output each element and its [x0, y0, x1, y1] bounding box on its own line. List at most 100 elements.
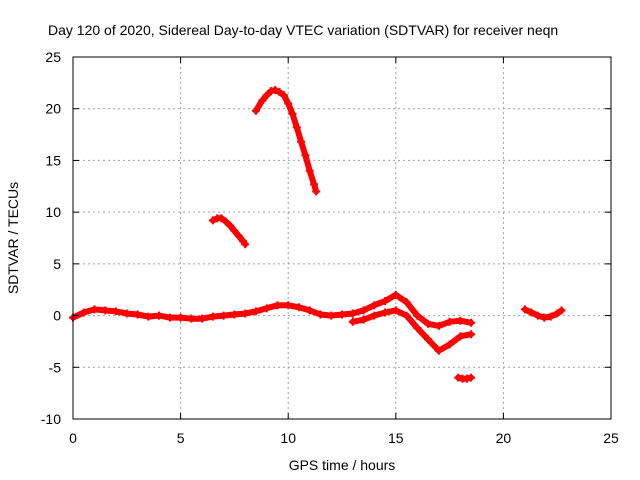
data-point [208, 312, 217, 321]
data-point [413, 323, 422, 332]
data-point [198, 314, 207, 323]
data-point [294, 303, 303, 312]
x-tick-label: 15 [388, 430, 404, 446]
data-point [187, 314, 196, 323]
data-point [348, 317, 357, 326]
y-tick-label: 10 [45, 204, 61, 220]
data-point [467, 318, 476, 327]
data-point [445, 340, 454, 349]
y-tick-label: -5 [49, 359, 62, 375]
data-point [445, 317, 454, 326]
data-point [467, 373, 476, 382]
grid-lines [73, 57, 611, 419]
data-point [520, 305, 529, 314]
data-point [292, 123, 301, 132]
data-point [297, 137, 306, 146]
data-point [101, 306, 110, 315]
data-point [327, 311, 336, 320]
data-point [79, 308, 88, 317]
data-point [456, 316, 465, 325]
data-point [370, 311, 379, 320]
chart-title: Day 120 of 2020, Sidereal Day-to-day VTE… [48, 22, 558, 38]
y-tick-label: 25 [45, 49, 61, 65]
y-tick-label: 0 [53, 308, 61, 324]
x-tick-label: 10 [280, 430, 296, 446]
data-point [546, 312, 555, 321]
data-point [221, 217, 230, 226]
data-point [266, 87, 275, 96]
data-point [533, 311, 542, 320]
data-point [456, 332, 465, 341]
x-tick-label: 20 [496, 430, 512, 446]
y-tick-label: 15 [45, 152, 61, 168]
data-point [251, 106, 260, 115]
data-point [359, 315, 368, 324]
data-point [338, 310, 346, 319]
data-point [230, 310, 239, 319]
data-point [208, 216, 217, 225]
data-point [462, 374, 471, 383]
data-point [557, 306, 566, 315]
data-point [219, 311, 228, 320]
data-point [271, 86, 280, 95]
data-point [316, 310, 325, 319]
data-point [284, 301, 293, 310]
data-point [279, 91, 288, 100]
data-point [553, 309, 562, 318]
data-point [122, 309, 131, 318]
data-point [391, 306, 400, 315]
data-point [434, 321, 443, 330]
data-point [273, 301, 282, 310]
data-point [234, 231, 243, 240]
data-point [359, 306, 368, 315]
data-point [305, 306, 314, 315]
data-point [305, 166, 314, 175]
y-tick-label: 20 [45, 101, 61, 117]
data-point [413, 311, 422, 320]
data-point [454, 373, 463, 382]
data-point [424, 335, 433, 344]
data-point [155, 311, 164, 320]
data-point [348, 309, 357, 318]
data-point [90, 305, 99, 314]
data-point [230, 226, 239, 235]
data-point [241, 240, 250, 249]
data-point [144, 312, 153, 321]
data-points [69, 86, 566, 383]
x-tick-label: 25 [603, 430, 619, 446]
data-point [241, 309, 250, 318]
data-point [381, 308, 390, 317]
y-tick-label: -10 [41, 411, 61, 427]
data-point [217, 214, 226, 223]
data-point [258, 96, 267, 105]
data-point [176, 313, 185, 322]
data-point [467, 330, 476, 339]
data-point [402, 298, 411, 307]
data-point [310, 180, 319, 189]
data-point [133, 310, 142, 319]
x-axis-label: GPS time / hours [289, 457, 396, 473]
data-point [301, 151, 310, 160]
data-point [381, 297, 390, 306]
plot-frame [72, 56, 612, 420]
data-point [391, 290, 400, 299]
data-point [112, 307, 121, 316]
data-point [251, 307, 260, 316]
data-point [262, 91, 271, 100]
data-point [288, 109, 297, 118]
data-point [540, 313, 549, 322]
data-point [275, 88, 284, 97]
data-point [262, 304, 271, 313]
data-point [226, 221, 235, 230]
data-point [402, 311, 411, 320]
x-tick-label: 0 [69, 430, 77, 446]
y-tick-label: 5 [53, 256, 61, 272]
data-point [434, 346, 443, 355]
data-point [312, 187, 321, 196]
data-point [284, 99, 293, 108]
y-axis-label: SDTVAR / TECUs [5, 182, 21, 294]
data-point [527, 308, 536, 317]
data-point [165, 313, 174, 322]
